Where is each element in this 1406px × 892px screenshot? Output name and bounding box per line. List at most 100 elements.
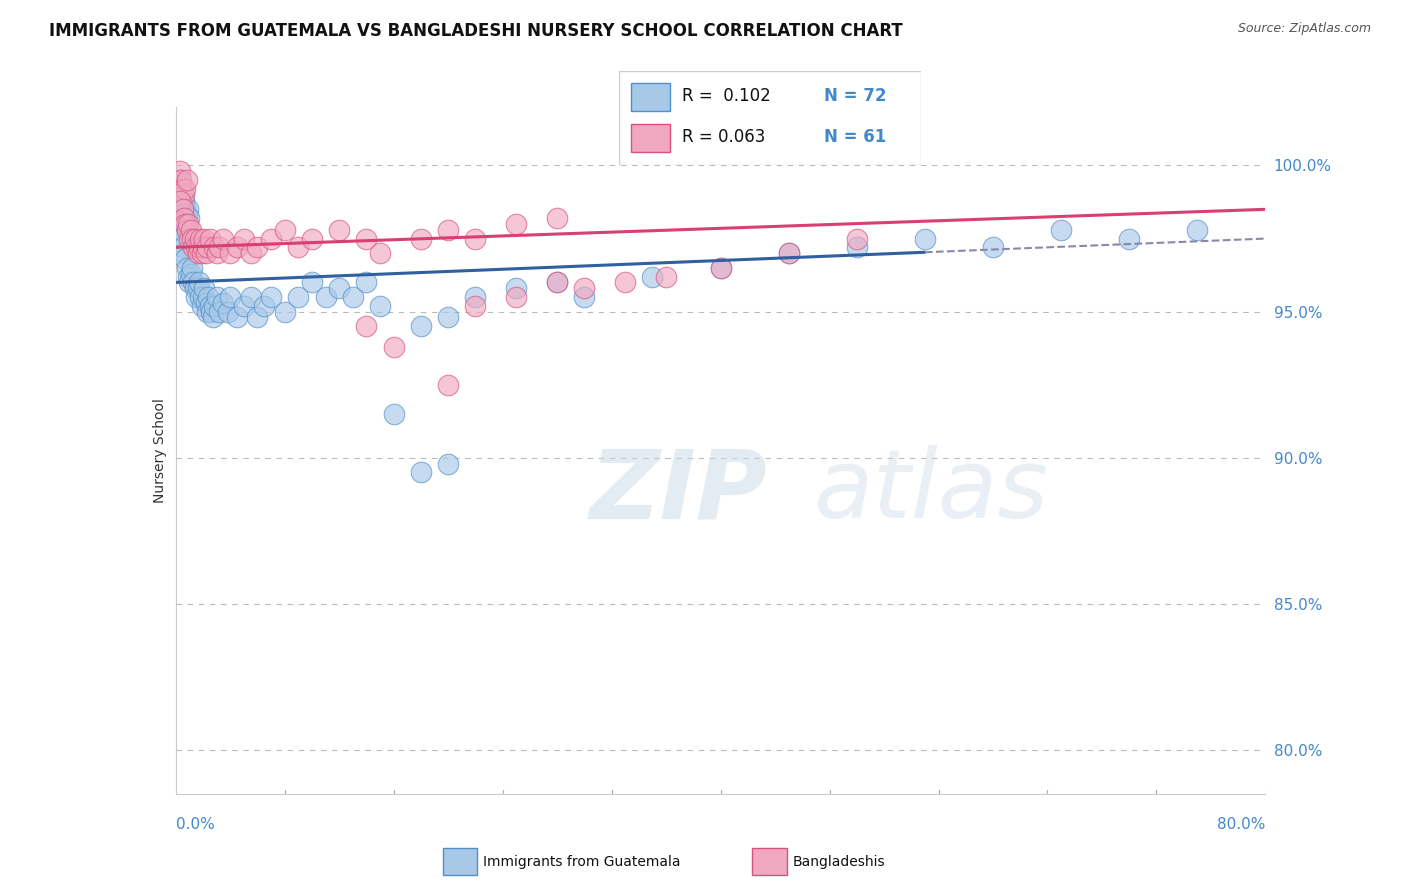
Point: [186, 240, 208, 254]
Point: [778, 246, 800, 260]
Point: [187, 276, 209, 290]
Point: [186, 290, 208, 304]
Bar: [443, 848, 477, 875]
Point: [190, 299, 212, 313]
Point: [193, 281, 215, 295]
Point: [190, 246, 212, 260]
Point: [191, 290, 214, 304]
Point: [464, 290, 486, 304]
Point: [176, 173, 198, 187]
Point: [574, 281, 596, 295]
Point: [409, 319, 432, 334]
Point: [437, 377, 460, 392]
Point: [260, 290, 283, 304]
Point: [173, 194, 195, 208]
Point: [287, 290, 309, 304]
Point: [170, 173, 193, 187]
Text: Source: ZipAtlas.com: Source: ZipAtlas.com: [1237, 22, 1371, 36]
Point: [1187, 223, 1209, 237]
Point: [464, 299, 486, 313]
Point: [181, 260, 204, 275]
Text: atlas: atlas: [813, 445, 1049, 538]
Text: 80.0%: 80.0%: [1218, 817, 1265, 832]
Point: [197, 290, 219, 304]
Point: [205, 246, 228, 260]
Point: [179, 211, 201, 226]
Point: [232, 231, 254, 245]
Point: [981, 240, 1004, 254]
Point: [382, 407, 405, 421]
Point: [219, 246, 242, 260]
Point: [226, 240, 249, 254]
Point: [173, 246, 195, 260]
Point: [173, 187, 195, 202]
Point: [328, 281, 350, 295]
Point: [181, 231, 204, 245]
Point: [546, 276, 568, 290]
Point: [186, 281, 209, 295]
Point: [409, 231, 432, 245]
Point: [183, 240, 205, 254]
Y-axis label: Nursery School: Nursery School: [153, 398, 167, 503]
Point: [176, 260, 198, 275]
Point: [655, 269, 678, 284]
Point: [180, 267, 202, 281]
Point: [315, 290, 337, 304]
Point: [641, 269, 664, 284]
Point: [184, 281, 207, 295]
Text: 0.0%: 0.0%: [176, 817, 215, 832]
Point: [202, 299, 225, 313]
Point: [246, 310, 269, 325]
Point: [179, 276, 201, 290]
Point: [169, 194, 191, 208]
Point: [342, 290, 364, 304]
Point: [208, 240, 231, 254]
Point: [546, 276, 568, 290]
Point: [180, 223, 202, 237]
Text: N = 72: N = 72: [824, 87, 887, 105]
Point: [219, 290, 242, 304]
Point: [170, 182, 193, 196]
Point: [382, 340, 405, 354]
Point: [212, 231, 235, 245]
Point: [260, 231, 283, 245]
Point: [574, 290, 596, 304]
Point: [253, 299, 276, 313]
Point: [202, 240, 225, 254]
Point: [177, 217, 200, 231]
Point: [177, 202, 200, 217]
Point: [710, 260, 733, 275]
Point: [194, 246, 217, 260]
Point: [194, 296, 217, 310]
Point: [1050, 223, 1073, 237]
Point: [505, 290, 527, 304]
Text: R =  0.102: R = 0.102: [682, 87, 770, 105]
Bar: [752, 848, 786, 875]
Point: [217, 304, 239, 318]
Point: [246, 240, 269, 254]
Point: [170, 231, 193, 245]
Point: [356, 276, 378, 290]
Bar: [631, 83, 671, 111]
Point: [505, 217, 527, 231]
Point: [184, 231, 207, 245]
Point: [174, 182, 197, 196]
Point: [212, 296, 235, 310]
Point: [174, 217, 197, 231]
Point: [437, 457, 460, 471]
Point: [614, 276, 637, 290]
Point: [1118, 231, 1140, 245]
Text: N = 61: N = 61: [824, 128, 886, 146]
Text: Bangladeshis: Bangladeshis: [793, 855, 886, 869]
Point: [173, 211, 195, 226]
Point: [226, 310, 249, 325]
Point: [195, 240, 218, 254]
Point: [239, 290, 262, 304]
Point: [179, 231, 201, 245]
Text: R = 0.063: R = 0.063: [682, 128, 765, 146]
Point: [274, 304, 297, 318]
Point: [287, 240, 309, 254]
Point: [464, 231, 486, 245]
Point: [169, 223, 191, 237]
Point: [301, 231, 323, 245]
